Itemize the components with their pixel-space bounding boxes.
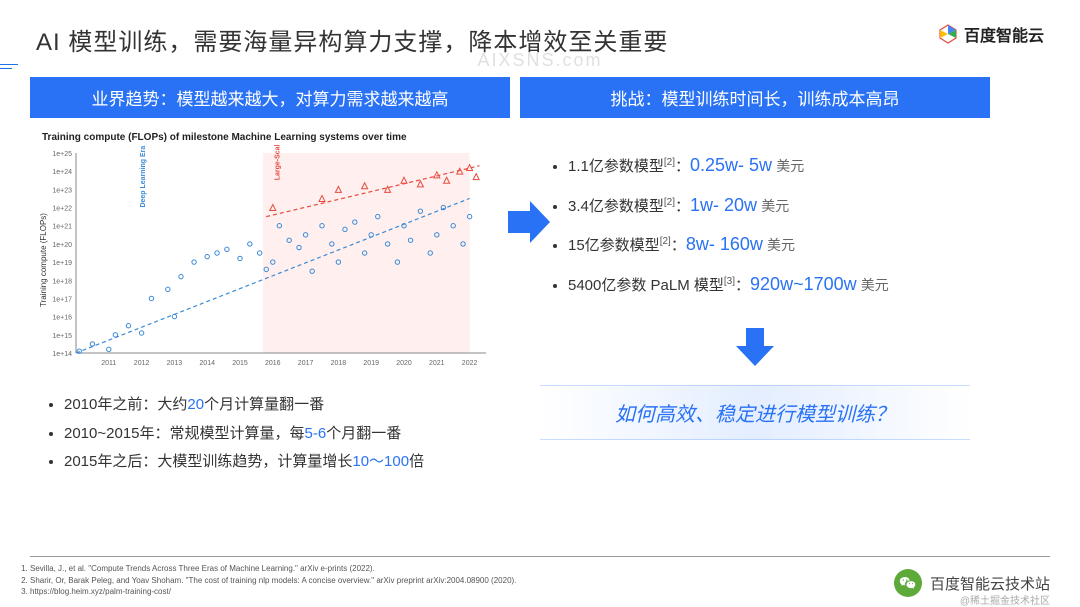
- ref-item: Sharir, Or, Barak Peleg, and Yoav Shoham…: [30, 575, 516, 586]
- question-box: 如何高效、稳定进行模型训练？: [540, 385, 970, 440]
- watermark: AIXSNS.com: [477, 50, 602, 71]
- svg-text:1e+17: 1e+17: [52, 296, 72, 303]
- cost-list: 1.1亿参数模型[2]：0.25w- 5w 美元3.4亿参数模型[2]：1w- …: [520, 118, 990, 304]
- svg-text:Training compute (FLOPs): Training compute (FLOPs): [39, 213, 48, 307]
- svg-text:2022: 2022: [462, 360, 478, 367]
- arrow-right-icon: [504, 197, 554, 252]
- svg-text:1e+15: 1e+15: [52, 333, 72, 340]
- svg-text:1e+18: 1e+18: [52, 278, 72, 285]
- svg-text:2019: 2019: [363, 360, 379, 367]
- ref-item: Sevilla, J., et al. "Compute Trends Acro…: [30, 563, 516, 574]
- ref-item: https://blog.heim.xyz/palm-training-cost…: [30, 586, 516, 597]
- references: Sevilla, J., et al. "Compute Trends Acro…: [30, 563, 516, 597]
- svg-text:2021: 2021: [429, 360, 445, 367]
- svg-text:2020: 2020: [396, 360, 412, 367]
- right-panel: 挑战：模型训练时间长，训练成本高昂 1.1亿参数模型[2]：0.25w- 5w …: [510, 77, 990, 477]
- svg-text:1e+16: 1e+16: [52, 315, 72, 322]
- cost-item: 3.4亿参数模型[2]：1w- 20w 美元: [568, 186, 990, 226]
- svg-text:1e+24: 1e+24: [52, 169, 72, 176]
- footer-sub: @稀土掘金技术社区: [960, 592, 1050, 607]
- cost-item: 1.1亿参数模型[2]：0.25w- 5w 美元: [568, 146, 990, 186]
- right-panel-header: 挑战：模型训练时间长，训练成本高昂: [520, 77, 990, 118]
- slide-footer: Sevilla, J., et al. "Compute Trends Acro…: [30, 556, 1050, 597]
- svg-text:2016: 2016: [265, 360, 281, 367]
- svg-text:2012: 2012: [134, 360, 150, 367]
- svg-text:1e+20: 1e+20: [52, 242, 72, 249]
- svg-text:2014: 2014: [199, 360, 215, 367]
- chart-title: Training compute (FLOPs) of milestone Ma…: [42, 132, 506, 143]
- svg-text:1e+22: 1e+22: [52, 206, 72, 213]
- svg-text:2013: 2013: [167, 360, 183, 367]
- svg-text:Large-Scale Era: Large-Scale Era: [274, 145, 281, 180]
- svg-text:2018: 2018: [331, 360, 347, 367]
- bullet-item: 2010~2015年：常规模型计算量，每5-6个月翻一番: [64, 420, 510, 449]
- svg-text:1e+19: 1e+19: [52, 260, 72, 267]
- footer-brand-text: 百度智能云技术站: [930, 573, 1050, 594]
- flops-chart: 1e+14 1e+15 1e+16 1e+17 1e+18 1e+19 1e+20 1e+21…: [34, 145, 494, 375]
- arrow-down-icon: [520, 324, 990, 375]
- brand-logo: 百度智能云: [938, 22, 1044, 46]
- svg-text:1e+23: 1e+23: [52, 187, 72, 194]
- left-panel-header: 业界趋势：模型越来越大，对算力需求越来越高: [30, 77, 510, 118]
- svg-text:1e+21: 1e+21: [52, 224, 72, 231]
- bullet-item: 2015年之后：大模型训练趋势，计算量增长10～100倍: [64, 448, 510, 477]
- svg-text:Deep Learning Era: Deep Learning Era: [140, 146, 147, 208]
- svg-text:1e+25: 1e+25: [52, 151, 72, 158]
- svg-text:1e+14: 1e+14: [52, 351, 72, 358]
- logo-icon: [938, 24, 958, 44]
- logo-text: 百度智能云: [964, 22, 1044, 46]
- svg-text:2011: 2011: [101, 360, 116, 367]
- svg-text:2015: 2015: [232, 360, 248, 367]
- left-panel: 业界趋势：模型越来越大，对算力需求越来越高 Training compute (…: [30, 77, 510, 477]
- cost-item: 5400亿参数 PaLM 模型[3]：920w~1700w 美元: [568, 265, 990, 305]
- left-bullets: 2010年之前：大约20个月计算量翻一番2010~2015年：常规模型计算量，每…: [30, 379, 510, 477]
- bullet-item: 2010年之前：大约20个月计算量翻一番: [64, 391, 510, 420]
- cost-item: 15亿参数模型[2]：8w- 160w 美元: [568, 225, 990, 265]
- wechat-icon: [894, 569, 922, 597]
- slide-header: AI 模型训练，需要海量异构算力支撑，降本增效至关重要 百度智能云: [0, 0, 1080, 57]
- svg-text:2017: 2017: [298, 360, 314, 367]
